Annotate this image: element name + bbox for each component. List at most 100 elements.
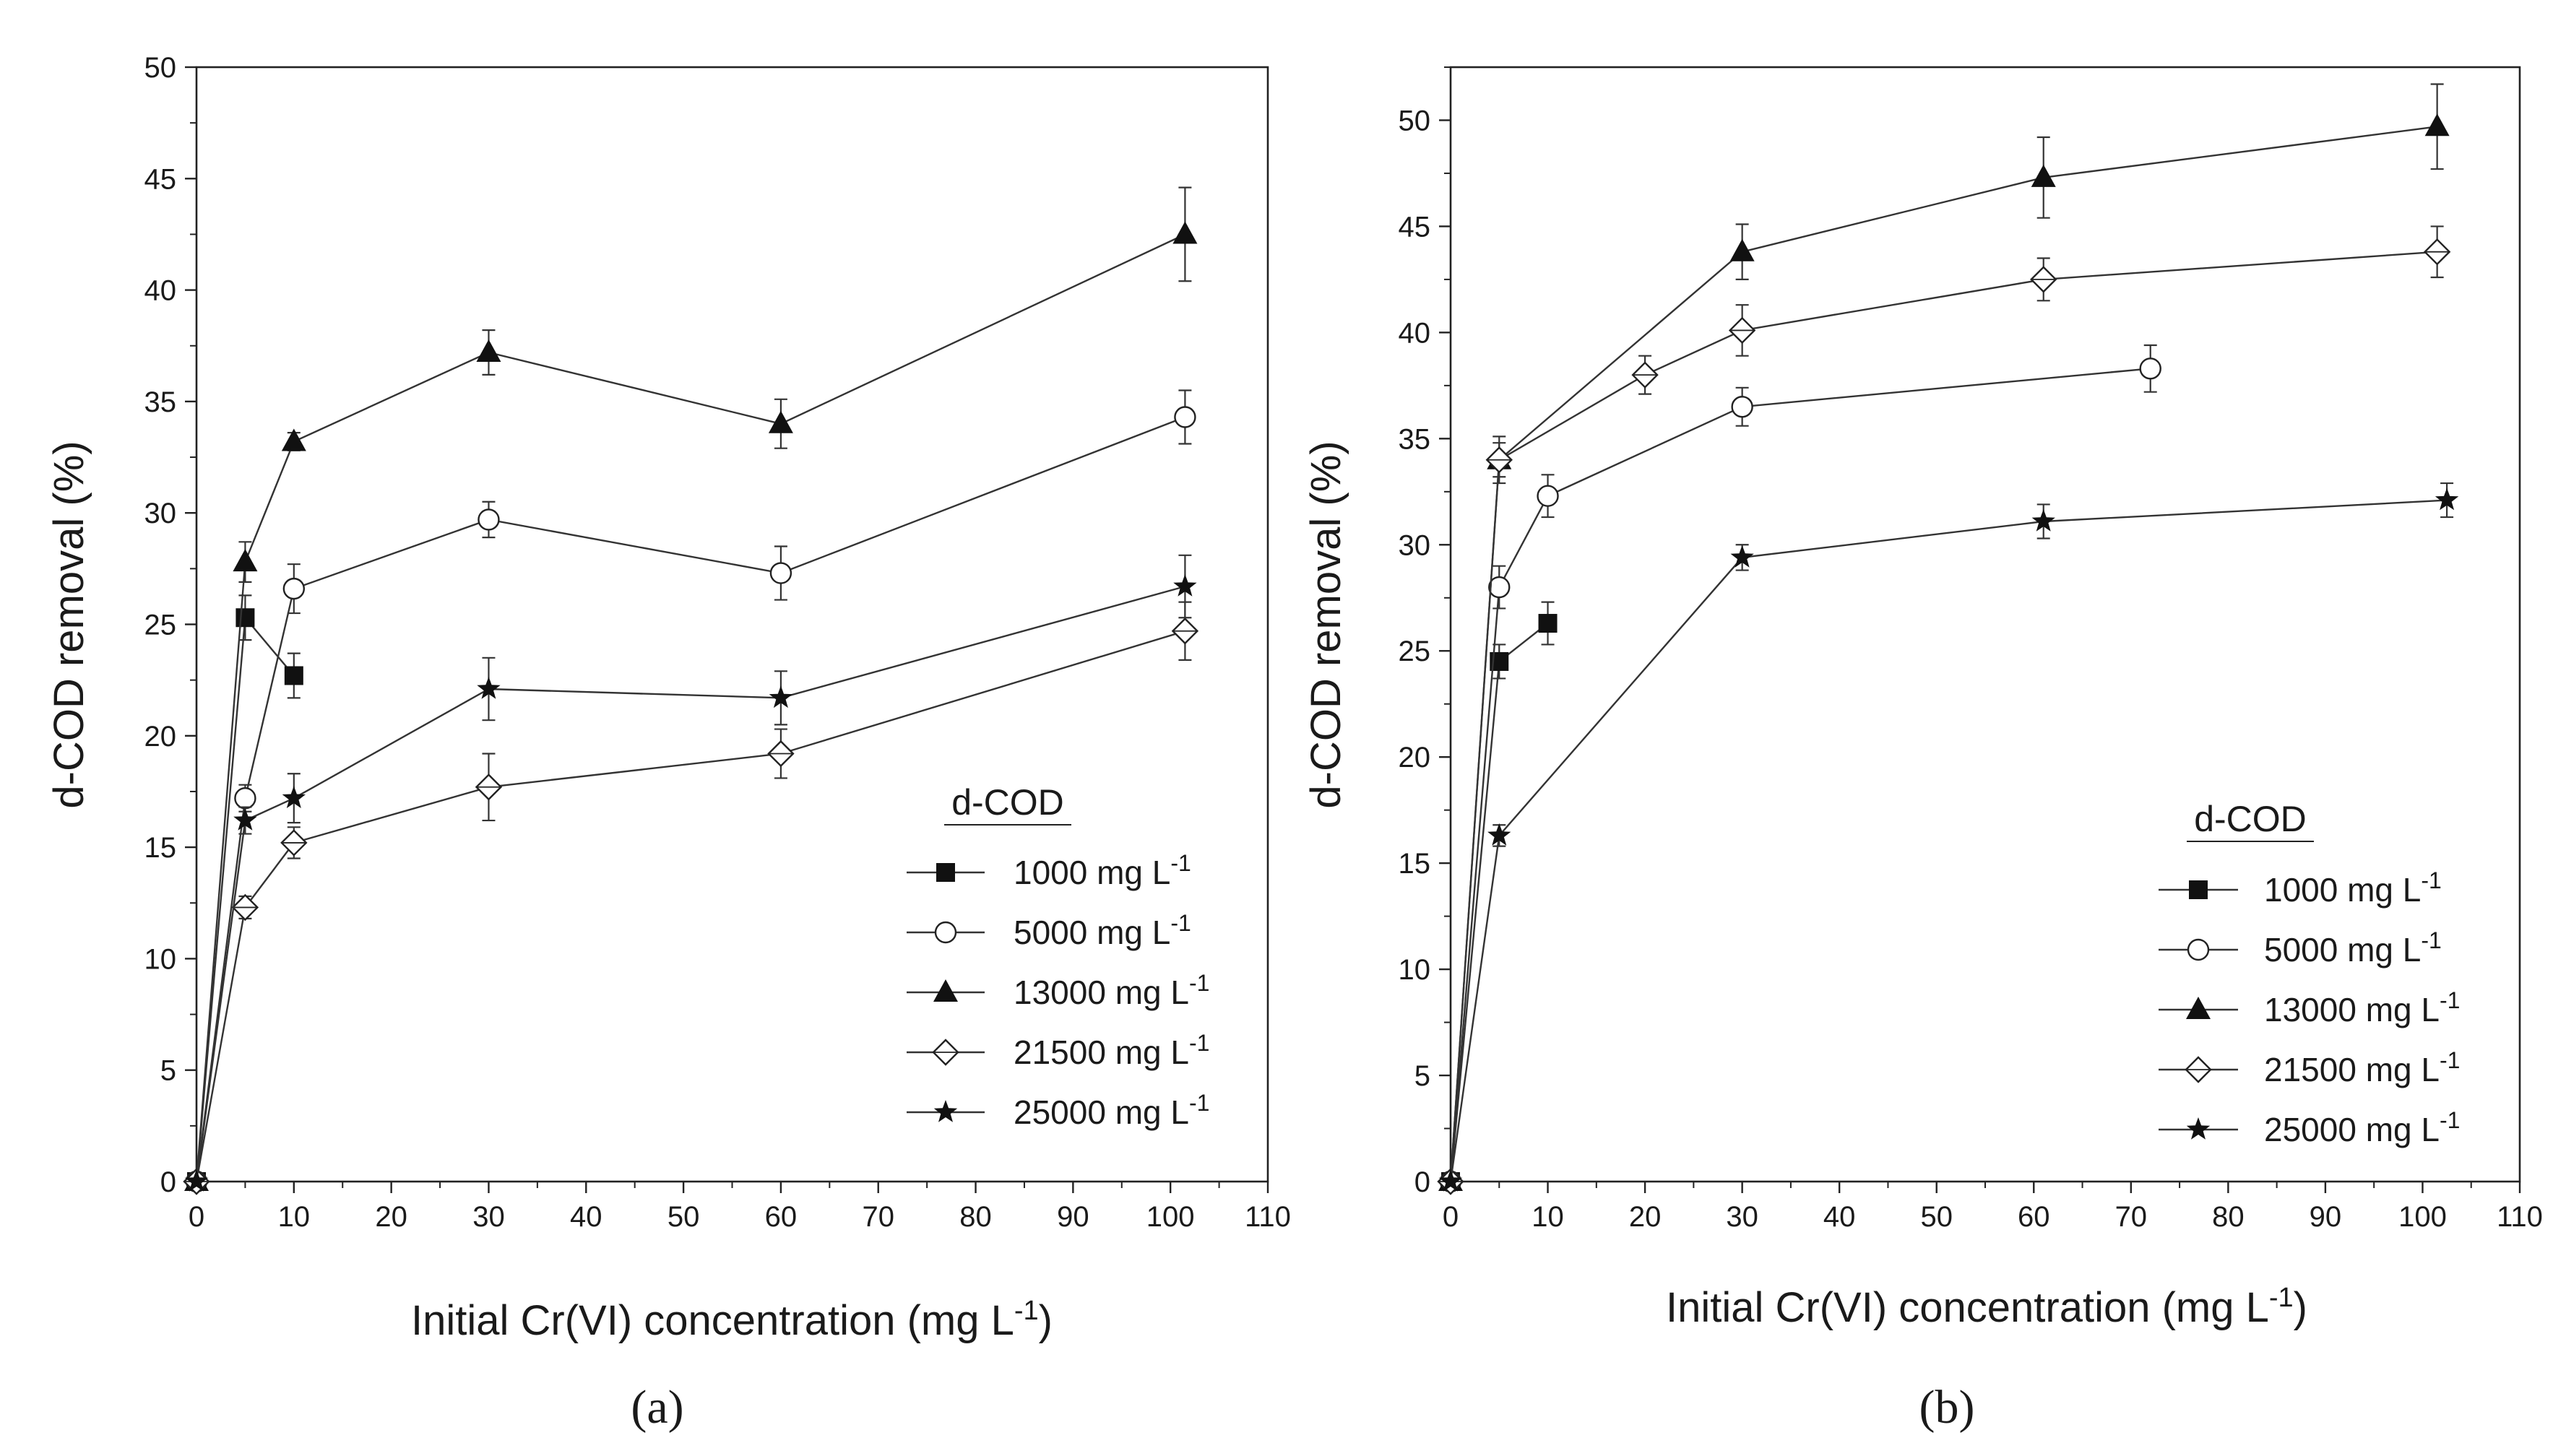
x-axis-title: Initial Cr(VI) concentration (mg L-1) bbox=[411, 1296, 1053, 1344]
legend-marker-circle bbox=[934, 921, 957, 944]
x-tick-label: 50 bbox=[668, 1201, 700, 1233]
y-tick-label: 40 bbox=[144, 275, 177, 307]
legend-marker-triangle bbox=[2186, 997, 2211, 1019]
x-tick-label: 10 bbox=[278, 1201, 311, 1233]
x-tick-label: 40 bbox=[1823, 1201, 1856, 1233]
y-tick-label: 45 bbox=[144, 163, 177, 195]
series-diamond bbox=[1437, 225, 2451, 1195]
legend-label-text: 13000 mg L bbox=[1014, 974, 1189, 1011]
data-point-triangle bbox=[1729, 238, 1755, 261]
x-tick-label: 0 bbox=[189, 1201, 204, 1233]
data-point-circle bbox=[1537, 485, 1559, 507]
y-axis-title: d-COD removal (%) bbox=[46, 441, 92, 808]
legend-item: 1000 mg L-1 bbox=[907, 850, 1191, 891]
legend-label-sup: -1 bbox=[1189, 1090, 1209, 1116]
x-tick-label: 110 bbox=[2497, 1201, 2543, 1233]
legend-marker-square bbox=[2189, 880, 2208, 899]
legend-marker-circle bbox=[2187, 938, 2210, 961]
data-point-circle bbox=[282, 577, 306, 600]
y-tick-label: 25 bbox=[1399, 636, 1431, 667]
y-tick-label: 35 bbox=[1399, 423, 1431, 455]
data-point-triangle bbox=[2031, 164, 2056, 187]
series-line bbox=[1449, 251, 2437, 1182]
x-tick-label: 70 bbox=[2115, 1201, 2148, 1233]
series-star bbox=[184, 554, 1197, 1192]
x-axis-title-text: Initial Cr(VI) concentration (mg L bbox=[411, 1297, 1014, 1344]
x-tick-label: 70 bbox=[862, 1201, 894, 1233]
series-line bbox=[195, 585, 1185, 1182]
x-tick-label: 80 bbox=[2212, 1201, 2245, 1233]
data-point-star bbox=[184, 1169, 209, 1192]
panel-label: (b) bbox=[1919, 1381, 1975, 1434]
data-point-circle bbox=[1731, 396, 1753, 418]
data-point-triangle bbox=[2424, 113, 2450, 136]
series-line bbox=[195, 416, 1185, 1182]
legend-label-text: 25000 mg L bbox=[2264, 1111, 2440, 1148]
data-point-triangle bbox=[281, 428, 306, 451]
data-point-star bbox=[1438, 1169, 1463, 1192]
series-triangle bbox=[184, 186, 1198, 1191]
y-tick-label: 0 bbox=[160, 1166, 176, 1198]
legend-marker-star bbox=[2186, 1117, 2211, 1140]
data-point-circle bbox=[478, 508, 500, 531]
legend-label-sup: -1 bbox=[1170, 850, 1191, 876]
x-axis-title-end: ) bbox=[2294, 1284, 2307, 1331]
y-tick-label: 15 bbox=[1399, 848, 1431, 880]
legend-item: 1000 mg L-1 bbox=[2159, 867, 2442, 909]
series-line bbox=[195, 630, 1185, 1182]
y-tick-label: 35 bbox=[144, 386, 177, 418]
data-point-triangle bbox=[476, 339, 501, 363]
series-square bbox=[187, 594, 303, 1191]
legend-label-text: 5000 mg L bbox=[1014, 914, 1170, 951]
legend-item: 13000 mg L-1 bbox=[907, 970, 1209, 1011]
x-tick-label: 10 bbox=[1532, 1201, 1564, 1233]
x-tick-label: 60 bbox=[765, 1201, 798, 1233]
y-tick-label: 30 bbox=[144, 498, 177, 529]
legend-item: 21500 mg L-1 bbox=[2159, 1047, 2460, 1088]
legend-label: 13000 mg L-1 bbox=[2264, 987, 2460, 1028]
legend-title: d-COD bbox=[2194, 799, 2307, 839]
legend-label-text: 25000 mg L bbox=[1014, 1093, 1189, 1131]
series-line bbox=[195, 233, 1185, 1182]
data-point-triangle bbox=[1172, 221, 1198, 244]
plot-frame bbox=[195, 66, 1269, 1183]
legend-item: 21500 mg L-1 bbox=[907, 1030, 1209, 1071]
legend-label: 1000 mg L-1 bbox=[1014, 850, 1191, 891]
data-point-star bbox=[282, 786, 306, 808]
y-tick-label: 50 bbox=[1399, 105, 1431, 136]
x-axis-title: Initial Cr(VI) concentration (mg L-1) bbox=[1666, 1283, 2307, 1331]
legend-label: 25000 mg L-1 bbox=[2264, 1107, 2460, 1148]
y-tick-label: 0 bbox=[1414, 1166, 1430, 1198]
x-tick-label: 20 bbox=[375, 1201, 407, 1233]
x-axis-title-sup: -1 bbox=[1014, 1296, 1039, 1326]
data-point-circle bbox=[234, 787, 256, 810]
panel-label: (a) bbox=[631, 1381, 683, 1434]
y-tick-label: 30 bbox=[1399, 529, 1431, 561]
data-point-star bbox=[1487, 823, 1511, 846]
data-point-star bbox=[1730, 545, 1754, 568]
legend-label-sup: -1 bbox=[2421, 867, 2441, 893]
x-tick-label: 110 bbox=[1245, 1201, 1291, 1233]
data-point-star bbox=[2031, 509, 2055, 532]
legend-label: 21500 mg L-1 bbox=[1014, 1030, 1209, 1071]
data-point-square bbox=[284, 666, 303, 685]
data-point-circle bbox=[769, 562, 792, 584]
chart-panel-a: 0 10 20 30 40 50 60 70 80 90 100 110 0 5 10 15 20 25 30 35 4… bbox=[46, 52, 1291, 1434]
y-tick-label: 5 bbox=[1414, 1060, 1430, 1092]
legend-label-sup: -1 bbox=[2421, 927, 2441, 953]
data-point-circle bbox=[2139, 358, 2161, 380]
data-point-circle bbox=[1174, 406, 1196, 428]
series-square bbox=[1441, 601, 1558, 1191]
x-tick-label: 100 bbox=[1146, 1201, 1195, 1233]
x-tick-label: 30 bbox=[1726, 1201, 1758, 1233]
x-tick-label: 60 bbox=[2018, 1201, 2050, 1233]
legend-label: 5000 mg L-1 bbox=[2264, 927, 2442, 968]
legend-label-text: 1000 mg L bbox=[1014, 854, 1170, 891]
legend-title: d-COD bbox=[951, 782, 1064, 823]
series-circle bbox=[1439, 344, 2161, 1193]
x-axis-title-end: ) bbox=[1039, 1297, 1053, 1344]
legend-label-text: 5000 mg L bbox=[2264, 931, 2421, 968]
data-point-star bbox=[233, 808, 257, 831]
